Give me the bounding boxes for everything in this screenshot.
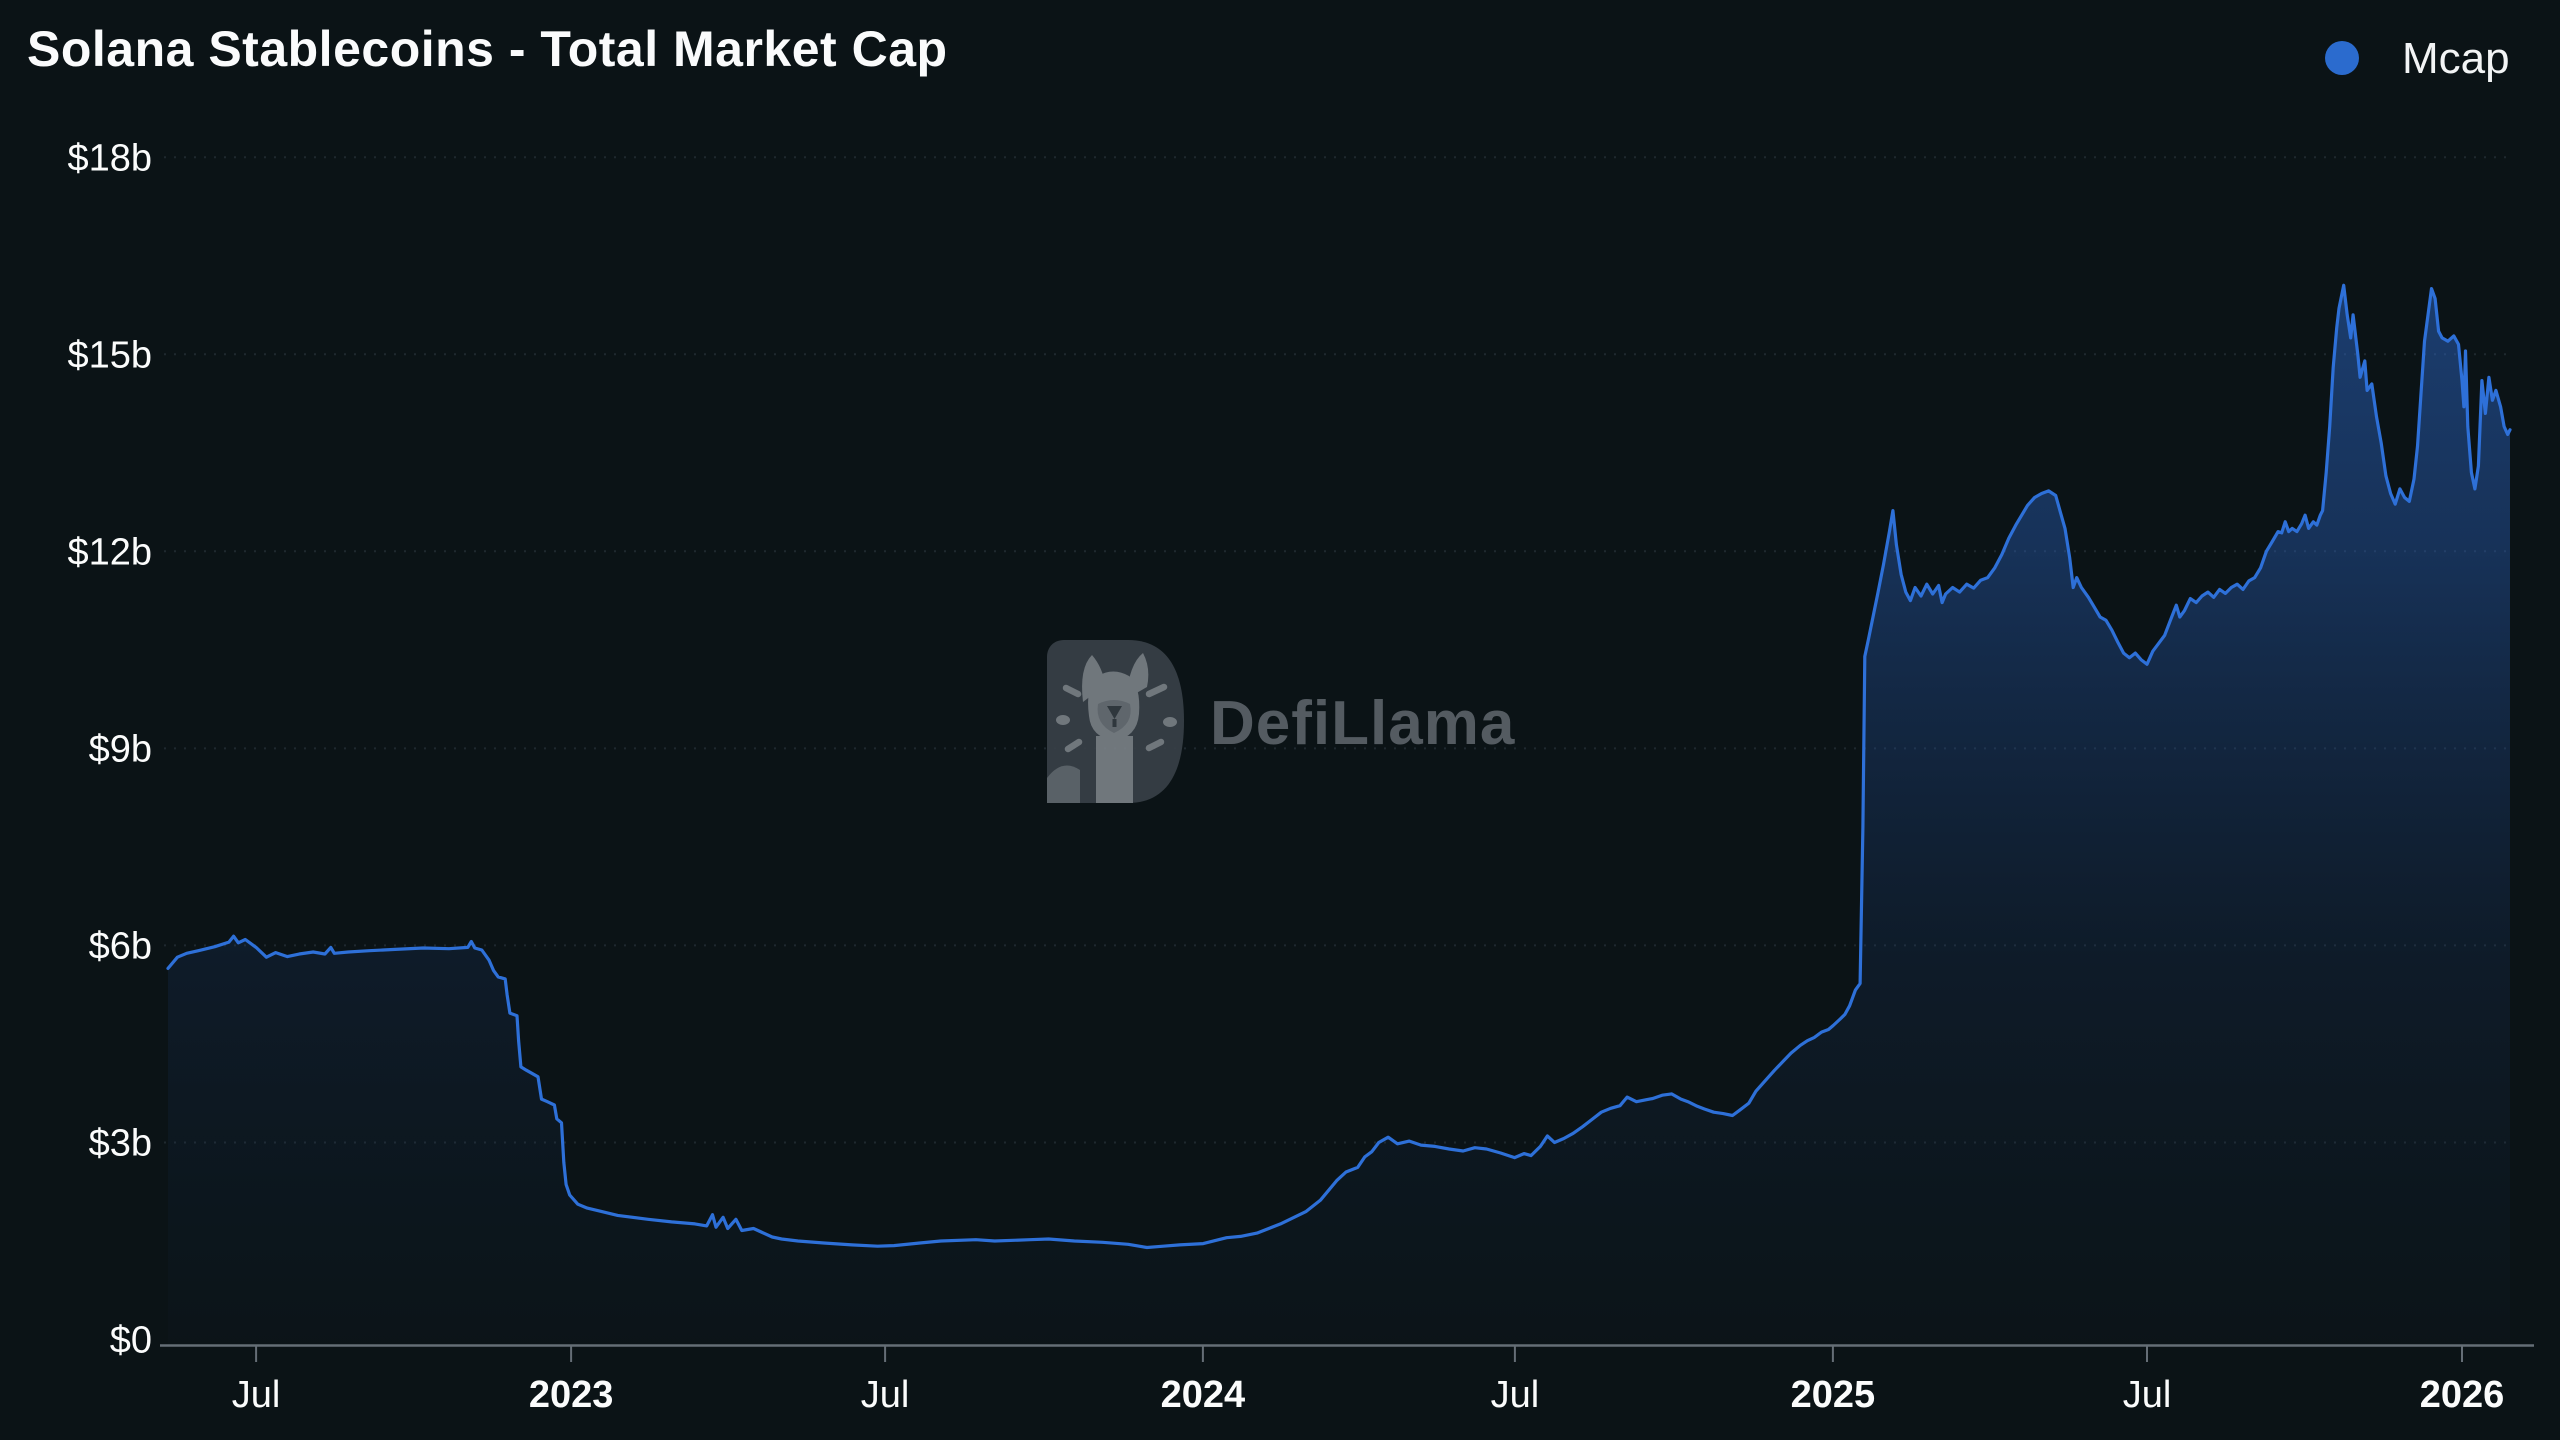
- chart-area-fill[interactable]: [168, 285, 2510, 1345]
- y-tick-label: $12b: [67, 531, 152, 573]
- defillama-watermark: DefiLlama: [1047, 640, 1515, 803]
- legend-mcap-dot-icon: [2325, 41, 2359, 75]
- y-axis-labels: $0 $3b $6b $9b $12b $15b $18b: [67, 137, 152, 1361]
- x-tick-label: 2026: [2420, 1374, 2505, 1416]
- x-tick-label: Jul: [232, 1374, 281, 1416]
- y-tick-label: $9b: [89, 728, 152, 770]
- legend[interactable]: Mcap: [2325, 34, 2510, 83]
- watermark-text: DefiLlama: [1210, 689, 1515, 758]
- y-tick-label: $6b: [89, 925, 152, 967]
- x-tick-label: Jul: [861, 1374, 910, 1416]
- defillama-logo-icon: [1047, 640, 1184, 803]
- y-tick-label: $0: [110, 1320, 152, 1362]
- x-axis-ticks: Jul 2023 Jul 2024 Jul 2025 Jul 2026: [232, 1346, 2504, 1416]
- y-tick-label: $3b: [89, 1123, 152, 1165]
- x-tick-label: 2023: [529, 1374, 614, 1416]
- x-tick-label: 2024: [1161, 1374, 1246, 1416]
- x-tick-label: 2025: [1791, 1374, 1876, 1416]
- x-tick-label: Jul: [1491, 1374, 1540, 1416]
- chart-line[interactable]: [166, 283, 2512, 1250]
- legend-mcap-label: Mcap: [2402, 34, 2510, 83]
- chart-title: Solana Stablecoins - Total Market Cap: [27, 21, 948, 77]
- x-tick-label: Jul: [2123, 1374, 2172, 1416]
- y-tick-label: $18b: [67, 137, 152, 179]
- y-tick-label: $15b: [67, 334, 152, 376]
